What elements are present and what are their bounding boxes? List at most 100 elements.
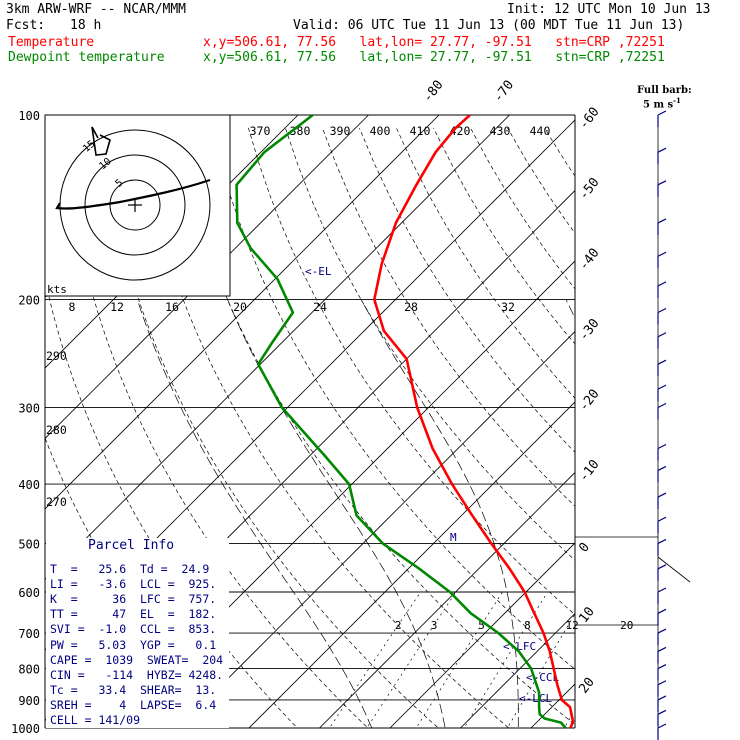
mixing-ratio-label: 20 (620, 619, 633, 632)
mixing-ratio-line (329, 591, 421, 728)
isotherm-line (318, 471, 575, 728)
wind-barb-flag (657, 384, 667, 390)
temperature-tick-label: -30 (576, 316, 602, 344)
wind-barb-flag (657, 443, 667, 450)
pressure-tick-label: 300 (18, 401, 40, 415)
temperature-profile (373, 115, 575, 728)
parcel-info-row: CIN = -114 HYBZ= 4248. (50, 667, 224, 682)
level-marker-label: <-EL (305, 265, 332, 278)
dry-adiabat-line (137, 127, 510, 728)
wind-barb-flag (657, 402, 667, 409)
temperature-tick-label: 10 (576, 604, 597, 626)
pressure-tick-label: 500 (18, 537, 40, 551)
dry-adiabat-line (100, 127, 439, 728)
wind-barb-flag (657, 465, 667, 471)
temperature-tick-label: 20 (576, 675, 597, 697)
level-marker-label: <-LCL (519, 692, 552, 705)
theta-label: 400 (370, 124, 391, 138)
dry-adiabat-line (63, 127, 369, 728)
moist-adiabat-line (136, 299, 373, 728)
wind-barb-flag (657, 516, 667, 522)
dry-adiabat-line (693, 128, 740, 740)
pressure-tick-label: 400 (18, 478, 40, 492)
wind-barb-flag (657, 180, 667, 186)
parcel-info-row: TT = 47 EL = 182. (50, 607, 217, 622)
hodograph-speed-label: 32 (501, 300, 515, 314)
parcel-info-row: CELL = 141/09 (50, 713, 141, 727)
mixing-ratio-line (415, 591, 503, 728)
theta-label: 430 (490, 124, 511, 138)
init-time: Init: 12 UTC Mon 10 Jun 13 (507, 2, 711, 17)
hodograph-speed-label: 24 (313, 300, 327, 314)
parcel-info-panel: Parcel Info T = 25.6 Td = 24.9 LI = -3.6 … (46, 538, 229, 728)
isotherm-line (177, 330, 575, 728)
wind-barb-flag (657, 646, 667, 652)
pressure-tick-label: 200 (18, 294, 40, 308)
temperature-tick-label: 0 (576, 540, 593, 555)
parcel-info-title: Parcel Info (88, 538, 175, 553)
hodograph-speed-label: 16 (165, 300, 179, 314)
temperature-legend: Temperature (8, 35, 95, 50)
parcel-info-row: PW = 5.03 YGP = 0.1 (50, 637, 217, 652)
parcel-info-row: SVI = -1.0 CCL = 853. (50, 622, 217, 637)
hodograph-speed-label: 8 (69, 300, 76, 314)
theta-label: 270 (46, 495, 67, 509)
theta-label: 280 (46, 423, 67, 437)
storm-motion-marker: M (450, 531, 457, 544)
barb-panel-divider (657, 556, 691, 583)
pressure-tick-label: 800 (18, 663, 40, 677)
parcel-info-row: K = 36 LFC = 757. (50, 592, 217, 607)
theta-label: 370 (250, 124, 271, 138)
wind-barb-flag (657, 332, 667, 338)
hodograph-speed-label: 28 (404, 300, 418, 314)
isotherm-line (248, 401, 575, 728)
mixing-ratio-line (563, 708, 575, 728)
dewpoint-location-info: x,y=506.61, 77.56 lat,lon= 27.77, -97.51… (203, 50, 665, 65)
hodograph-speed-label: 20 (233, 300, 247, 314)
mixing-ratio-label: 8 (524, 619, 531, 632)
wind-barb-flag (657, 251, 667, 257)
dry-adiabat-line (322, 127, 575, 507)
dry-adiabat-line (211, 127, 575, 670)
wind-barb-flag (657, 538, 667, 545)
dry-adiabat-line (619, 128, 740, 740)
hodograph-trace (55, 178, 211, 210)
dewpoint-legend: Dewpoint temperature (8, 50, 165, 65)
isotherm-line (389, 542, 575, 728)
theta-label: 290 (46, 349, 67, 363)
wind-barb-flag (657, 218, 667, 224)
parcel-info-row: CAPE = 1039 SWEAT= 204 (50, 652, 224, 667)
isotherm-line (45, 115, 440, 510)
model-title: 3km ARW-WRF -- NCAR/MMM (6, 2, 187, 17)
valid-time: Valid: 06 UTC Tue 11 Jun 13 (00 MDT Tue … (293, 18, 685, 33)
dry-adiabat-line (656, 128, 740, 740)
mixing-ratio-label: 2 (395, 619, 402, 632)
dry-adiabat-line (582, 128, 740, 740)
forecast-label: Fcst: (6, 18, 46, 33)
pressure-tick-label: 600 (18, 586, 40, 600)
wind-barb-flag (657, 147, 667, 153)
wind-barb-flag (657, 359, 667, 365)
isotherm-line (589, 101, 740, 740)
temperature-tick-label: -60 (576, 105, 602, 133)
dewpoint-profile (235, 115, 567, 728)
wind-barb-flag (657, 564, 667, 570)
dry-adiabat-line (433, 127, 575, 345)
isotherm-line (0, 101, 30, 740)
parcel-info-row: Tc = 33.4 SHEAR= 13. (50, 682, 217, 697)
barb-legend-title: Full barb: (637, 85, 692, 96)
dry-adiabat-line (730, 128, 740, 740)
hodograph-ring (84, 154, 186, 256)
isotherm-line (45, 115, 511, 581)
hodograph-unit-label: kts (47, 283, 67, 296)
dry-adiabat-line (507, 127, 575, 234)
moist-adiabat-line (565, 299, 575, 320)
barb-legend-unit-text: 5 m s (643, 99, 674, 111)
wind-barb-flag (657, 587, 667, 593)
pressure-tick-label: 100 (18, 109, 40, 123)
pressure-tick-label: 700 (18, 627, 40, 641)
dry-adiabat-line (248, 127, 575, 616)
isotherm-line (45, 115, 370, 440)
wind-barb-flag (657, 628, 667, 634)
